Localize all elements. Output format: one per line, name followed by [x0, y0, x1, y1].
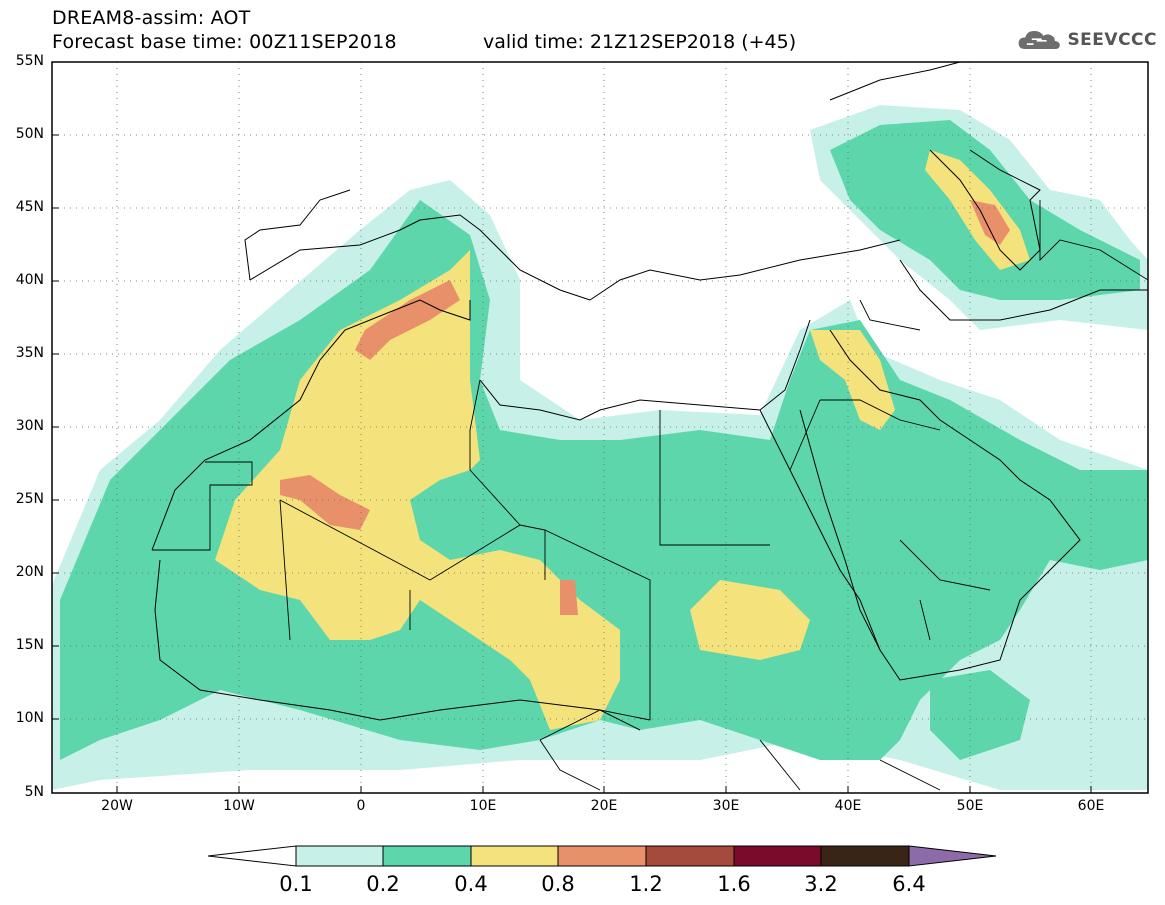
colorbar-label-0.1: 0.1 — [279, 872, 313, 896]
colorbar — [207, 845, 997, 867]
lat-label-30n: 30N — [15, 418, 44, 434]
coastlines — [151, 61, 1148, 731]
aot-band-0.4-sudan — [690, 580, 810, 660]
aot-contours — [52, 105, 1148, 790]
colorbar-label-6.4: 6.4 — [892, 872, 926, 896]
colorbar-swatch-0.1 — [295, 845, 384, 867]
lon-label-10e: 10E — [469, 798, 497, 814]
lat-label-40n: 40N — [15, 272, 44, 288]
map-title: DREAM8-assim: AOT — [52, 7, 251, 29]
colorbar-label-0.2: 0.2 — [366, 872, 400, 896]
lat-label-15n: 15N — [15, 637, 44, 653]
axis-ticks — [52, 134, 1092, 793]
lat-label-50n: 50N — [15, 126, 44, 142]
colorbar-swatch-1.6 — [733, 845, 822, 867]
lon-label-50e: 50E — [956, 798, 984, 814]
colorbar-under-arrow — [207, 845, 297, 867]
colorbar-label-0.4: 0.4 — [454, 872, 488, 896]
country-borders — [152, 200, 1149, 791]
lat-label-55n: 55N — [15, 53, 44, 69]
lon-label-60e: 60E — [1077, 798, 1105, 814]
aot-band-0.8-chad — [560, 580, 578, 615]
lat-label-35n: 35N — [15, 345, 44, 361]
lat-label-10n: 10N — [15, 710, 44, 726]
map-header: DREAM8-assim: AOT Forecast base time: 00… — [52, 6, 397, 54]
colorbar-label-0.8: 0.8 — [541, 872, 575, 896]
colorbar-swatch-3.2 — [820, 845, 910, 867]
lat-label-20n: 20N — [15, 564, 44, 580]
lat-label-25n: 25N — [15, 491, 44, 507]
seevccc-logo: SEEVCCC — [1017, 22, 1157, 58]
colorbar-label-3.2: 3.2 — [804, 872, 838, 896]
aot-band-0.4 — [215, 250, 620, 730]
colorbar-swatch-0.4 — [470, 845, 559, 867]
lon-label-40e: 40E — [834, 798, 862, 814]
colorbar-swatch-1.2 — [645, 845, 735, 867]
aot-band-0.8-sahara — [280, 475, 370, 530]
colorbar-label-1.2: 1.2 — [629, 872, 663, 896]
lon-label-20w: 20W — [101, 798, 133, 814]
cloud-icon — [1018, 30, 1060, 50]
lon-label-20e: 20E — [590, 798, 618, 814]
aot-band-0.8-caspian — [970, 200, 1010, 245]
aot-band-0.2-sea — [930, 670, 1030, 760]
colorbar-swatch-0.8 — [557, 845, 647, 867]
colorbar-over-arrow — [908, 845, 997, 867]
forecast-base-time: Forecast base time: 00Z11SEP2018 — [52, 31, 397, 53]
lat-label-5n: 5N — [24, 784, 44, 800]
lat-label-45n: 45N — [15, 199, 44, 215]
lon-label-10w: 10W — [223, 798, 255, 814]
aot-band-0.8-atlas — [355, 280, 460, 360]
lon-label-30e: 30E — [712, 798, 740, 814]
logo-text: SEEVCCC — [1067, 30, 1157, 50]
aot-band-0.4-arabia — [810, 330, 895, 430]
valid-time: valid time: 21Z12SEP2018 (+45) — [483, 31, 797, 53]
colorbar-swatch-0.2 — [382, 845, 472, 867]
colorbar-label-1.6: 1.6 — [717, 872, 751, 896]
lon-label-0: 0 — [356, 798, 366, 814]
